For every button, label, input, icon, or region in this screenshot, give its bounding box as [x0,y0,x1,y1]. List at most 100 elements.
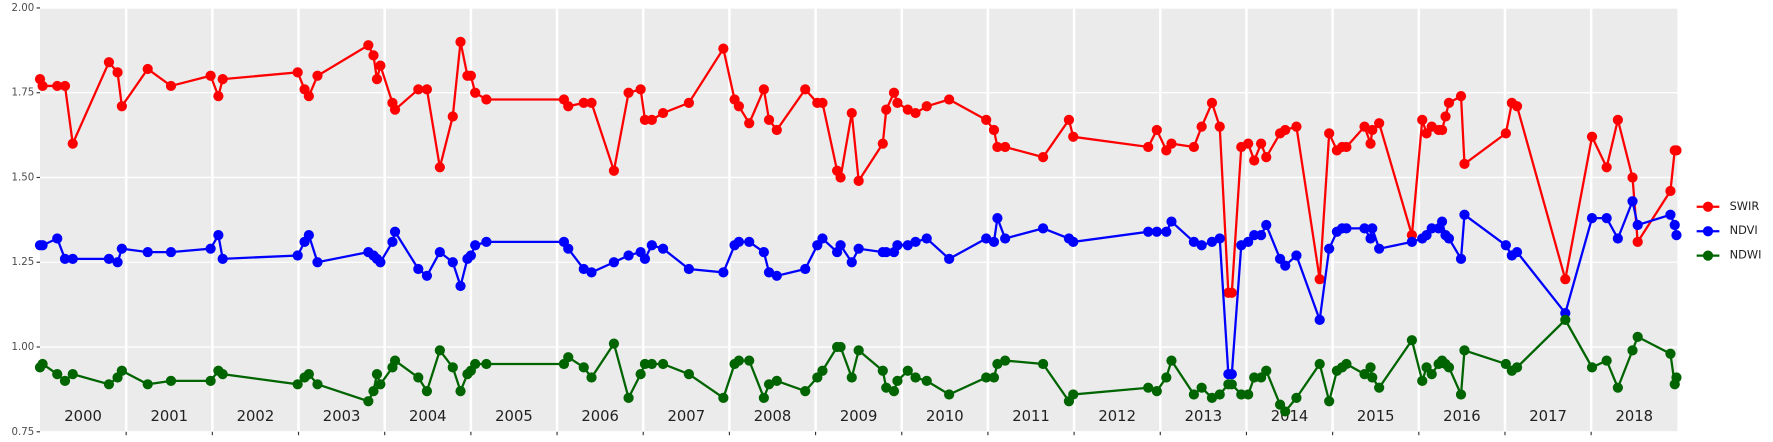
data-point [835,341,846,353]
data-point [1612,233,1623,244]
data-point [447,362,458,373]
data-point [165,246,177,258]
data-point [205,375,216,387]
data-point [1188,389,1199,400]
data-point [646,114,657,125]
data-point [1443,97,1455,109]
data-point [421,385,433,397]
data-point [1000,355,1011,366]
data-point [447,111,458,122]
data-point [455,385,466,397]
data-point [1511,246,1523,258]
data-point [1601,213,1612,224]
data-point [303,369,314,380]
data-point [988,124,1000,136]
data-point [213,90,224,102]
data-point [1511,362,1523,373]
data-point [1459,158,1470,170]
data-point [1214,233,1225,244]
y-tick-label: 1.50 [12,172,35,183]
data-point [52,369,63,380]
x-tick-label: 2009 [840,408,878,425]
data-point [1665,348,1676,359]
data-point [1291,121,1302,132]
data-point [910,236,921,248]
data-point [944,253,955,264]
data-point [447,257,458,268]
x-tick-label: 2007 [668,408,706,425]
data-point [992,213,1003,224]
data-point [1367,124,1378,136]
data-point [1367,223,1378,234]
data-point [1443,362,1455,373]
data-point [368,50,379,61]
data-point [413,372,424,383]
data-point [1243,236,1254,248]
data-point [623,392,634,403]
data-point [771,270,782,281]
data-point [312,257,323,268]
x-tick-label: 2015 [1357,408,1395,425]
x-tick-label: 2016 [1443,408,1481,425]
data-point [217,369,228,380]
data-point [37,240,48,251]
data-point [1374,243,1385,254]
data-point [657,358,669,370]
data-point [303,230,314,241]
data-point [1374,382,1385,393]
data-point [892,240,903,251]
data-point [1632,236,1643,248]
data-point [835,240,846,251]
data-point [988,372,1000,383]
data-point [853,175,864,186]
data-point [1455,90,1467,102]
data-point [892,375,903,387]
data-point [1374,118,1385,129]
legend-label: NDWI [1730,248,1762,262]
data-point [1291,392,1302,403]
data-point [375,60,386,71]
data-point [1586,362,1598,373]
data-point [1560,314,1571,325]
data-point [877,365,888,376]
y-tick-label: 2.00 [12,3,35,14]
data-point [1324,243,1335,254]
legend-key-point [1702,250,1714,261]
data-point [1586,131,1598,142]
data-point [1359,369,1370,380]
data-point [413,263,424,275]
data-point [142,63,153,75]
legend-key-point [1702,201,1714,212]
data-point [1000,141,1011,153]
data-point [1417,375,1428,387]
data-point [881,382,892,393]
data-point [888,385,900,397]
data-point [59,253,71,264]
data-point [646,358,657,370]
x-tick-label: 2000 [64,408,102,425]
x-tick-label: 2002 [237,408,275,425]
data-point [921,101,932,112]
data-point [116,365,127,376]
data-point [944,94,955,105]
data-point [1341,141,1352,153]
data-point [771,124,782,136]
data-point [902,240,913,251]
data-point [1426,369,1437,380]
data-point [1143,226,1154,237]
data-point [733,355,744,366]
data-point [744,118,755,129]
data-point [67,369,78,380]
data-point [292,379,303,390]
data-point [1166,355,1177,366]
x-tick-label: 2008 [754,408,792,425]
data-point [1455,253,1467,264]
data-point [910,372,921,383]
data-point [758,246,769,258]
x-tick-label: 2018 [1615,408,1653,425]
data-point [368,385,379,397]
x-tick-label: 2013 [1185,408,1223,425]
data-point [52,233,63,244]
data-point [683,369,695,380]
data-point [586,97,597,109]
